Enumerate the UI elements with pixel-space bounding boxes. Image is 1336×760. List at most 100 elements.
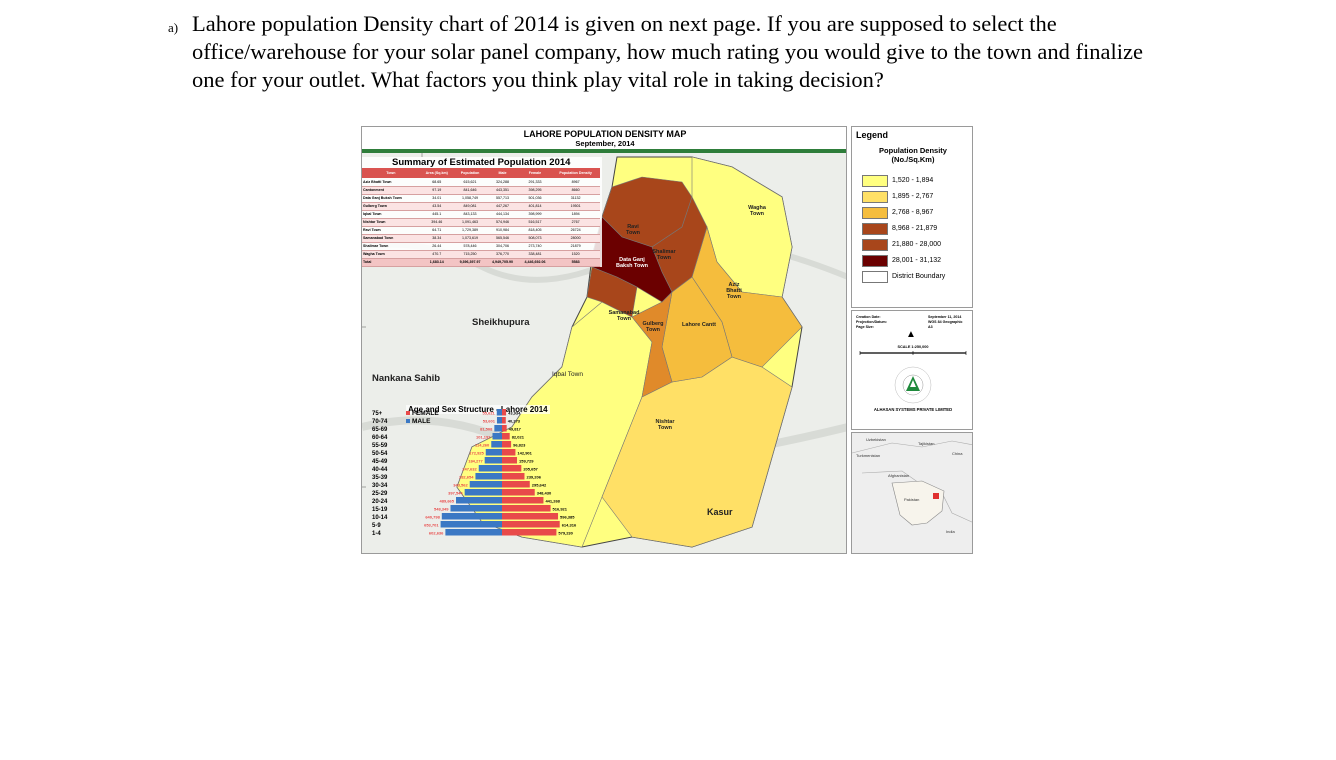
summary-row: Samanabad Town 38.34 1,073,619 565,546 508,0… bbox=[362, 234, 600, 243]
summary-cell: Shalimar Town bbox=[362, 242, 420, 251]
compass-graphic bbox=[859, 351, 967, 404]
page-size-label: Page Size: bbox=[856, 325, 874, 329]
summary-row: Cantonment 97.19 841,646 443,351 398,295 8660 bbox=[362, 186, 600, 195]
summary-cell: 398,295 bbox=[518, 186, 552, 195]
pyramid-bar-male bbox=[502, 433, 510, 440]
summary-total-cell: 9,396,397.97 bbox=[453, 258, 487, 267]
summary-cell: 34.01 bbox=[419, 194, 454, 203]
summary-header-cell: Male bbox=[486, 168, 519, 178]
population-summary: Summary of Estimated Population 2014 Tow… bbox=[362, 157, 602, 267]
pyramid-female-value: 282,654 bbox=[459, 475, 474, 480]
map-info-panel: Creation Date: Projection/Datum: Page Si… bbox=[851, 310, 973, 430]
legend-swatch bbox=[862, 191, 888, 203]
summary-row: Data Ganj Buksh Town 34.01 1,058,749 557,71… bbox=[362, 194, 600, 203]
scale-label: SCALE 1:250,000 bbox=[897, 345, 929, 349]
pyramid-bar-male bbox=[502, 529, 557, 536]
pyramid-age-label: 35-39 bbox=[372, 475, 388, 481]
lahore-marker bbox=[933, 493, 939, 499]
pyramid-bar-female bbox=[484, 457, 502, 464]
pyramid-bar-male bbox=[502, 441, 512, 448]
town-label-cantt: Lahore Cantt bbox=[682, 322, 716, 328]
summary-cell: 557,713 bbox=[486, 194, 519, 203]
pyramid-bar-male bbox=[502, 465, 522, 472]
company-name: ALHASAN SYSTEMS PRIVATE LIMITED bbox=[873, 407, 953, 412]
summary-cell: 565,546 bbox=[486, 234, 519, 243]
question-line: Lahore population Density chart of 2014 … bbox=[192, 11, 1057, 36]
pyramid-age-label: 75+ bbox=[372, 411, 383, 417]
town-label-shalimar: Shalimar Town bbox=[652, 249, 676, 261]
inset-label: China bbox=[952, 451, 963, 456]
pyramid-age-label: 60-64 bbox=[372, 435, 388, 441]
town-label-data-ganj: Data Ganj Baksh Town bbox=[616, 257, 648, 269]
legend-item: 1,895 - 2,767 bbox=[862, 191, 972, 204]
pyramid-bar-female bbox=[440, 521, 502, 528]
pyramid-title: Age and Sex Structure - Lahore 2014 bbox=[406, 405, 550, 414]
legend-swatch bbox=[862, 255, 888, 267]
summary-cell: 8660 bbox=[551, 186, 600, 195]
summary-title: Summary of Estimated Population 2014 bbox=[392, 157, 571, 168]
question-line: one for your outlet. What factors you th… bbox=[192, 67, 884, 92]
legend-swatch bbox=[862, 223, 888, 235]
pyramid-male-value: 295,642 bbox=[532, 483, 547, 488]
pyramid-age-label: 55-59 bbox=[372, 443, 388, 449]
pyramid-age-label: 20-24 bbox=[372, 499, 388, 505]
pyramid-legend-label: MALE bbox=[412, 418, 431, 425]
summary-total-row: Total 1,683.14 9,396,397.97 4,949,705.90 4,4… bbox=[362, 258, 600, 267]
pyramid-female-value: 81,508 bbox=[480, 427, 493, 432]
pyramid-bar-female bbox=[496, 409, 502, 416]
summary-cell: 304,706 bbox=[486, 242, 519, 251]
legend-swatch bbox=[862, 271, 888, 283]
pyramid-male-value: 579,230 bbox=[558, 531, 573, 536]
summary-cell: 31132 bbox=[551, 194, 600, 203]
summary-cell: 398,999 bbox=[518, 210, 552, 219]
summary-cell: 1520 bbox=[551, 250, 600, 259]
legend-item: 2,768 - 8,967 bbox=[862, 207, 972, 220]
pyramid-bar-female bbox=[496, 417, 502, 424]
legend-swatch bbox=[862, 239, 888, 251]
inset-label: Uzbekistan bbox=[866, 437, 886, 442]
pyramid-bar-male bbox=[502, 505, 551, 512]
pyramid-male-value: 348,430 bbox=[537, 491, 552, 496]
pyramid-female-value: 397,544 bbox=[448, 491, 463, 496]
pyramid-bar-female bbox=[478, 465, 502, 472]
summary-cell: 508,073 bbox=[518, 234, 552, 243]
summary-cell: 715,250 bbox=[453, 250, 487, 259]
summary-cell: 501,036 bbox=[518, 194, 552, 203]
map-subtitle: September, 2014 bbox=[575, 139, 635, 148]
pyramid-female-value: 114,260 bbox=[475, 443, 490, 448]
pyramid-female-value: 172,925 bbox=[469, 451, 484, 456]
summary-cell: 376,770 bbox=[486, 250, 519, 259]
pyramid-female-value: 184,277 bbox=[468, 459, 483, 464]
summary-cell: 470.7 bbox=[419, 250, 454, 259]
district-label-nankana: Nankana Sahib bbox=[372, 373, 441, 384]
pyramid-age-label: 70-74 bbox=[372, 419, 388, 425]
legend-item: 28,001 - 31,132 bbox=[862, 255, 972, 268]
summary-cell: 841,646 bbox=[453, 186, 487, 195]
summary-cell: 910,984 bbox=[486, 226, 519, 235]
pyramid-age-label: 40-44 bbox=[372, 467, 388, 473]
summary-cell: 8967 bbox=[551, 178, 600, 187]
summary-cell: 1,073,619 bbox=[453, 234, 487, 243]
pyramid-bar-male bbox=[502, 417, 506, 424]
pyramid-bar-female bbox=[492, 433, 502, 440]
pyramid-male-value: 516,921 bbox=[553, 507, 568, 512]
summary-total-cell: 5583 bbox=[551, 258, 600, 267]
summary-cell: 401,814 bbox=[518, 202, 552, 211]
projection-label: Projection/Datum: bbox=[856, 320, 887, 324]
pyramid-male-value: 49,817 bbox=[509, 427, 522, 432]
summary-row: Iqbal Town 445.1 843,133 444,134 398,999 1894 bbox=[362, 210, 600, 219]
pyramid-age-label: 45-49 bbox=[372, 459, 388, 465]
summary-cell: 273,740 bbox=[518, 242, 552, 251]
question-text: Lahore population Density chart of 2014 … bbox=[192, 10, 1262, 94]
summary-cell: 64.71 bbox=[419, 226, 454, 235]
pyramid-bar-male bbox=[502, 449, 516, 456]
summary-total-cell: 4,949,705.90 bbox=[486, 258, 519, 267]
summary-header-row: Town Area (Sq.km) Population Male Female Popu… bbox=[362, 168, 600, 178]
summary-cell: Data Ganj Buksh Town bbox=[362, 194, 420, 203]
summary-cell: 338,481 bbox=[518, 250, 552, 259]
summary-cell: 443,351 bbox=[486, 186, 519, 195]
summary-cell: 28000 bbox=[551, 234, 600, 243]
summary-header-cell: Population bbox=[453, 168, 487, 178]
legend-title: Legend bbox=[856, 130, 889, 140]
pyramid-male-value: 96,823 bbox=[513, 443, 526, 448]
